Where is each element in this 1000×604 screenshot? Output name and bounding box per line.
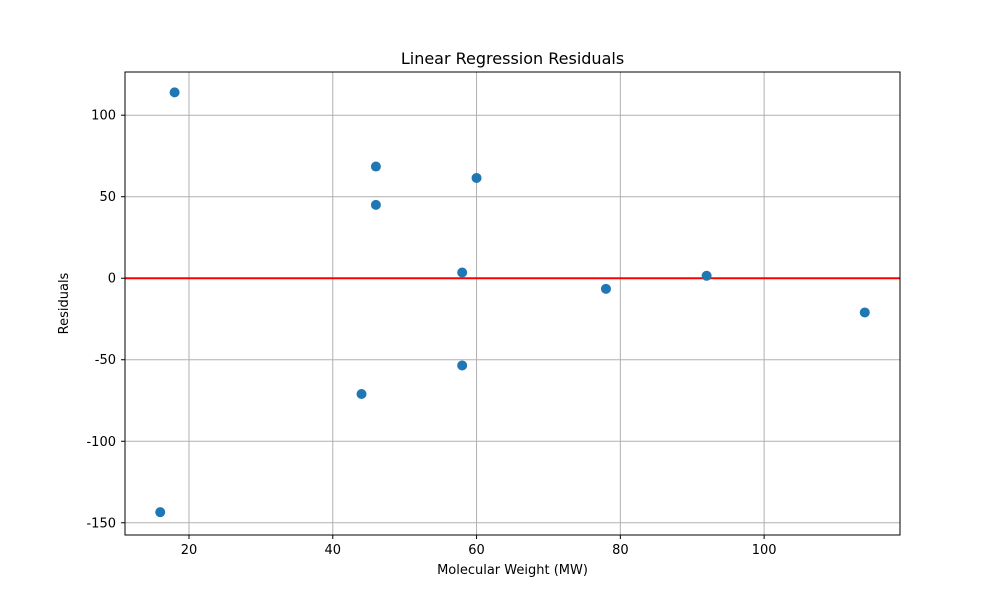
x-tick-label: 100	[752, 543, 777, 558]
grid-lines	[125, 72, 900, 535]
x-tick-label: 80	[612, 543, 629, 558]
data-point	[457, 267, 468, 278]
data-point	[701, 270, 712, 281]
x-tick-label: 20	[181, 543, 198, 558]
y-tick-label: 50	[99, 190, 116, 205]
data-points	[155, 87, 870, 518]
y-tick-label: 100	[91, 109, 116, 124]
data-point	[370, 199, 381, 210]
plot-area-frame	[124, 71, 901, 536]
x-axis-ticks: 20 40 60 80 100	[181, 535, 777, 558]
y-axis-ticks: -150 -100 -50 0 50 100	[86, 109, 125, 531]
data-point	[471, 172, 482, 183]
x-tick-label: 40	[324, 543, 341, 558]
y-tick-label: -100	[86, 435, 116, 450]
x-tick-label: 60	[468, 543, 485, 558]
data-point	[169, 87, 180, 98]
y-tick-label: 0	[108, 272, 116, 287]
data-point	[859, 307, 870, 318]
y-tick-label: -50	[95, 353, 116, 368]
y-tick-label: -150	[86, 516, 116, 531]
data-point	[600, 283, 611, 294]
data-point	[155, 507, 166, 518]
data-point	[356, 388, 367, 399]
y-axis-label: Residuals	[57, 272, 72, 334]
chart-title: Linear Regression Residuals	[401, 49, 624, 68]
data-point	[370, 161, 381, 172]
data-point	[457, 360, 468, 371]
x-axis-label: Molecular Weight (MW)	[437, 563, 588, 578]
